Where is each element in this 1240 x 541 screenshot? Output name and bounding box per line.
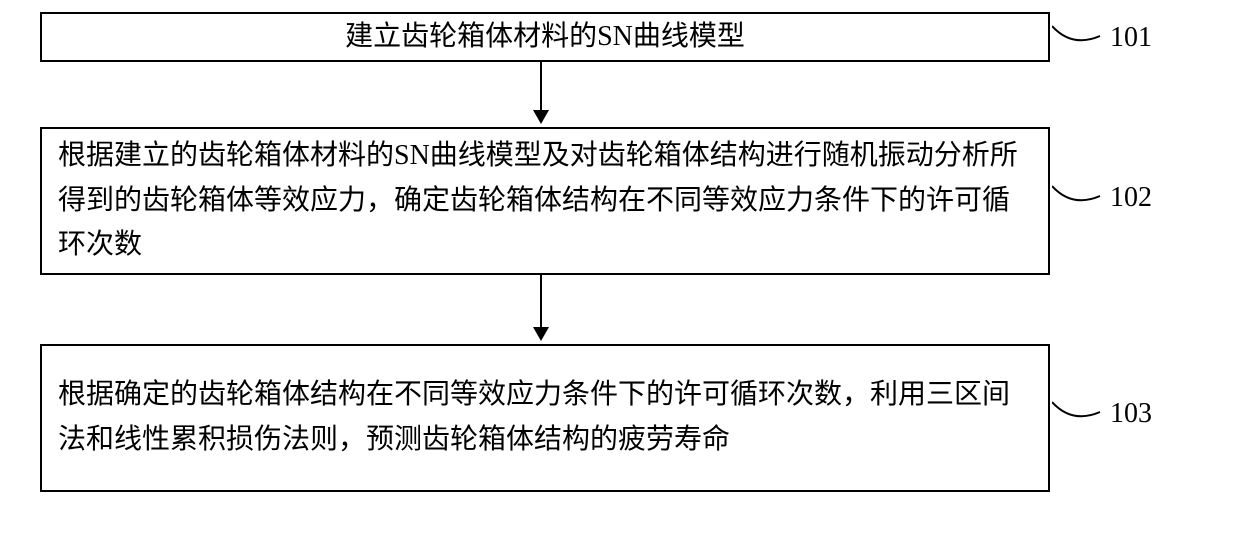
flowchart-arrow-1 <box>540 62 542 110</box>
node-text-2: 根据建立的齿轮箱体材料的SN曲线模型及对齿轮箱体结构进行随机振动分析所得到的齿轮… <box>58 134 1032 268</box>
flowchart-container: 建立齿轮箱体材料的SN曲线模型 101 根据建立的齿轮箱体材料的SN曲线模型及对… <box>0 0 1240 541</box>
node-label-2: 102 <box>1110 182 1152 214</box>
flowchart-arrow-2 <box>540 275 542 327</box>
flowchart-node-2: 根据建立的齿轮箱体材料的SN曲线模型及对齿轮箱体结构进行随机振动分析所得到的齿轮… <box>40 127 1050 275</box>
label-connector-1 <box>1052 18 1108 58</box>
node-label-3: 103 <box>1110 398 1152 430</box>
node-label-1: 101 <box>1110 22 1152 54</box>
flowchart-node-1: 建立齿轮箱体材料的SN曲线模型 <box>40 12 1050 62</box>
node-text-1: 建立齿轮箱体材料的SN曲线模型 <box>345 15 745 60</box>
arrow-line-1 <box>540 62 542 110</box>
arrow-head-2 <box>533 327 549 341</box>
label-connector-2 <box>1052 178 1108 218</box>
arrow-line-2 <box>540 275 542 327</box>
arrow-head-1 <box>533 110 549 124</box>
node-box-3: 根据确定的齿轮箱体结构在不同等效应力条件下的许可循环次数，利用三区间法和线性累积… <box>40 344 1050 492</box>
node-box-2: 根据建立的齿轮箱体材料的SN曲线模型及对齿轮箱体结构进行随机振动分析所得到的齿轮… <box>40 127 1050 275</box>
label-connector-3 <box>1052 394 1108 434</box>
flowchart-node-3: 根据确定的齿轮箱体结构在不同等效应力条件下的许可循环次数，利用三区间法和线性累积… <box>40 344 1050 492</box>
node-text-3: 根据确定的齿轮箱体结构在不同等效应力条件下的许可循环次数，利用三区间法和线性累积… <box>58 373 1032 463</box>
node-box-1: 建立齿轮箱体材料的SN曲线模型 <box>40 12 1050 62</box>
